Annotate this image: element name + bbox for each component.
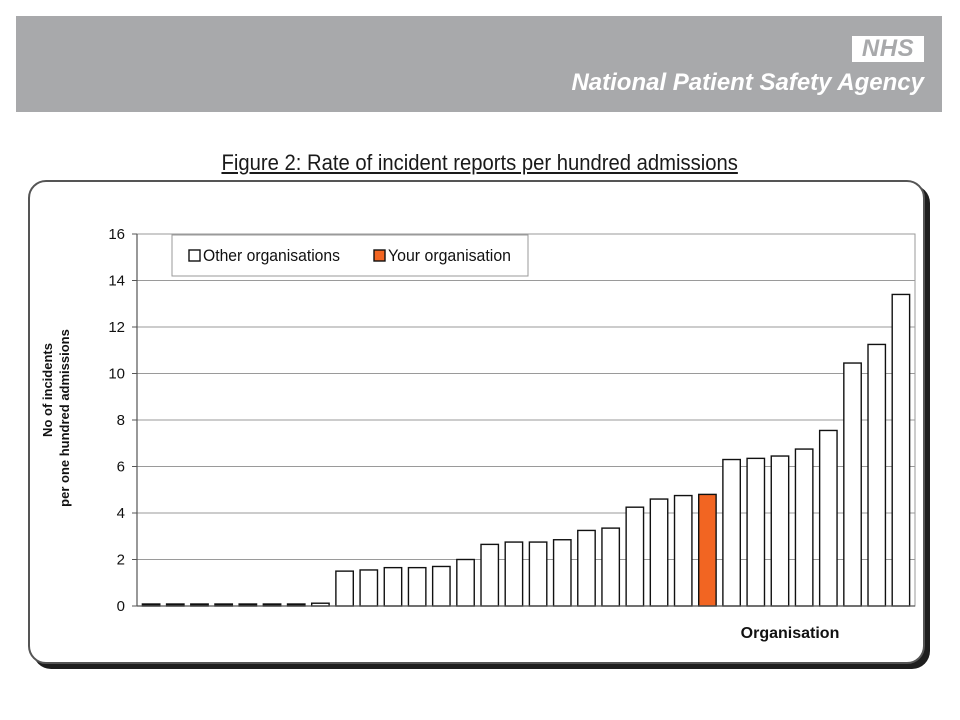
y-tick-label: 10: [108, 366, 125, 383]
nhs-logo: NHS: [852, 36, 924, 62]
x-axis-label: Organisation: [741, 625, 840, 642]
bar: [843, 362, 862, 607]
y-axis-label-line1: No of incidents: [40, 343, 55, 437]
bar: [891, 293, 911, 607]
bar: [456, 558, 475, 607]
figure-title-text: Figure 2: Rate of incident reports per h…: [221, 150, 739, 175]
bar: [359, 569, 379, 607]
legend-swatch-yours: [373, 249, 386, 262]
bar: [794, 448, 814, 607]
y-tick-label: 16: [108, 226, 125, 243]
figure-title: Figure 2: Rate of incident reports per h…: [0, 150, 960, 176]
bar: [528, 541, 548, 607]
agency-name: National Patient Safety Agency: [571, 69, 924, 96]
y-tick-label: 14: [108, 273, 125, 290]
bar: [649, 498, 669, 607]
legend-label-other: Other organisations: [203, 246, 340, 265]
y-tick-label: 4: [117, 505, 125, 522]
header-banner: NHS National Patient Safety Agency: [16, 16, 942, 112]
y-axis-label-line2: per one hundred admissions: [57, 329, 72, 507]
bar: [431, 565, 451, 607]
legend-swatch-other: [188, 249, 201, 262]
bar: [625, 506, 645, 607]
nhs-logo-text: NHS: [861, 35, 915, 62]
y-tick-label: 6: [117, 459, 125, 476]
bar: [577, 529, 596, 607]
bar: [552, 539, 572, 607]
bar: [480, 543, 500, 607]
bar: [770, 455, 790, 607]
y-tick-label: 12: [108, 319, 125, 336]
bar: [504, 541, 524, 607]
bar: [867, 343, 887, 607]
y-tick-label: 8: [117, 412, 125, 429]
bar: [722, 458, 742, 607]
bar: [407, 566, 427, 607]
bar: [335, 570, 355, 607]
legend-label-yours: Your organisation: [388, 246, 511, 265]
bar: [746, 457, 766, 607]
bar: [601, 527, 621, 607]
bar-your-organisation: [697, 493, 717, 607]
bar: [383, 566, 403, 607]
y-tick-label: 0: [117, 598, 125, 615]
legend: [171, 234, 529, 277]
bar: [673, 494, 693, 607]
y-tick-label: 2: [117, 552, 125, 569]
bar: [818, 429, 838, 607]
